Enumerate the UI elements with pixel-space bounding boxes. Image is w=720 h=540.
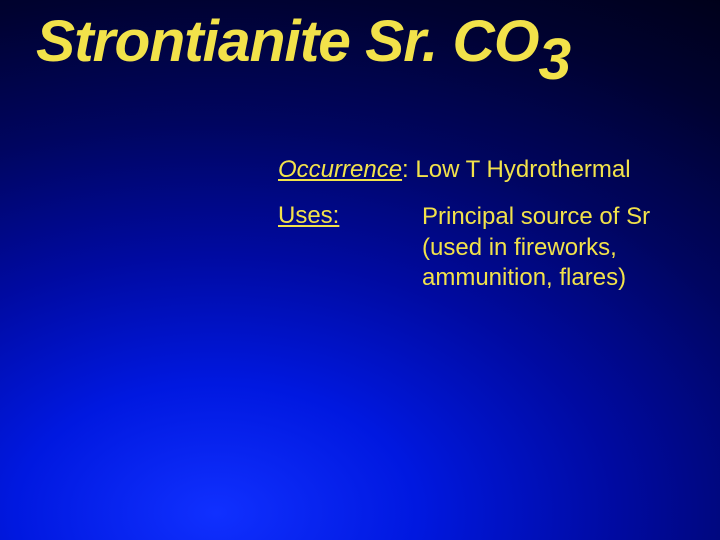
uses-row: Uses: Principal source of Sr (used in fi… — [278, 202, 662, 294]
uses-label: Uses: — [278, 202, 422, 230]
occurrence-value: Low T Hydrothermal — [415, 156, 630, 183]
uses-value: Principal source of Sr (used in firework… — [422, 202, 662, 294]
occurrence-separator: : — [402, 156, 415, 183]
occurrence-row: Occurrence: Low T Hydrothermal — [278, 156, 631, 184]
occurrence-label: Occurrence — [278, 156, 402, 183]
title-subscript: 3 — [538, 27, 570, 92]
slide-title: Strontianite Sr. CO3 — [36, 8, 570, 75]
title-main-text: Strontianite Sr. CO — [36, 9, 538, 74]
slide: Strontianite Sr. CO3 Occurrence: Low T H… — [0, 0, 720, 540]
